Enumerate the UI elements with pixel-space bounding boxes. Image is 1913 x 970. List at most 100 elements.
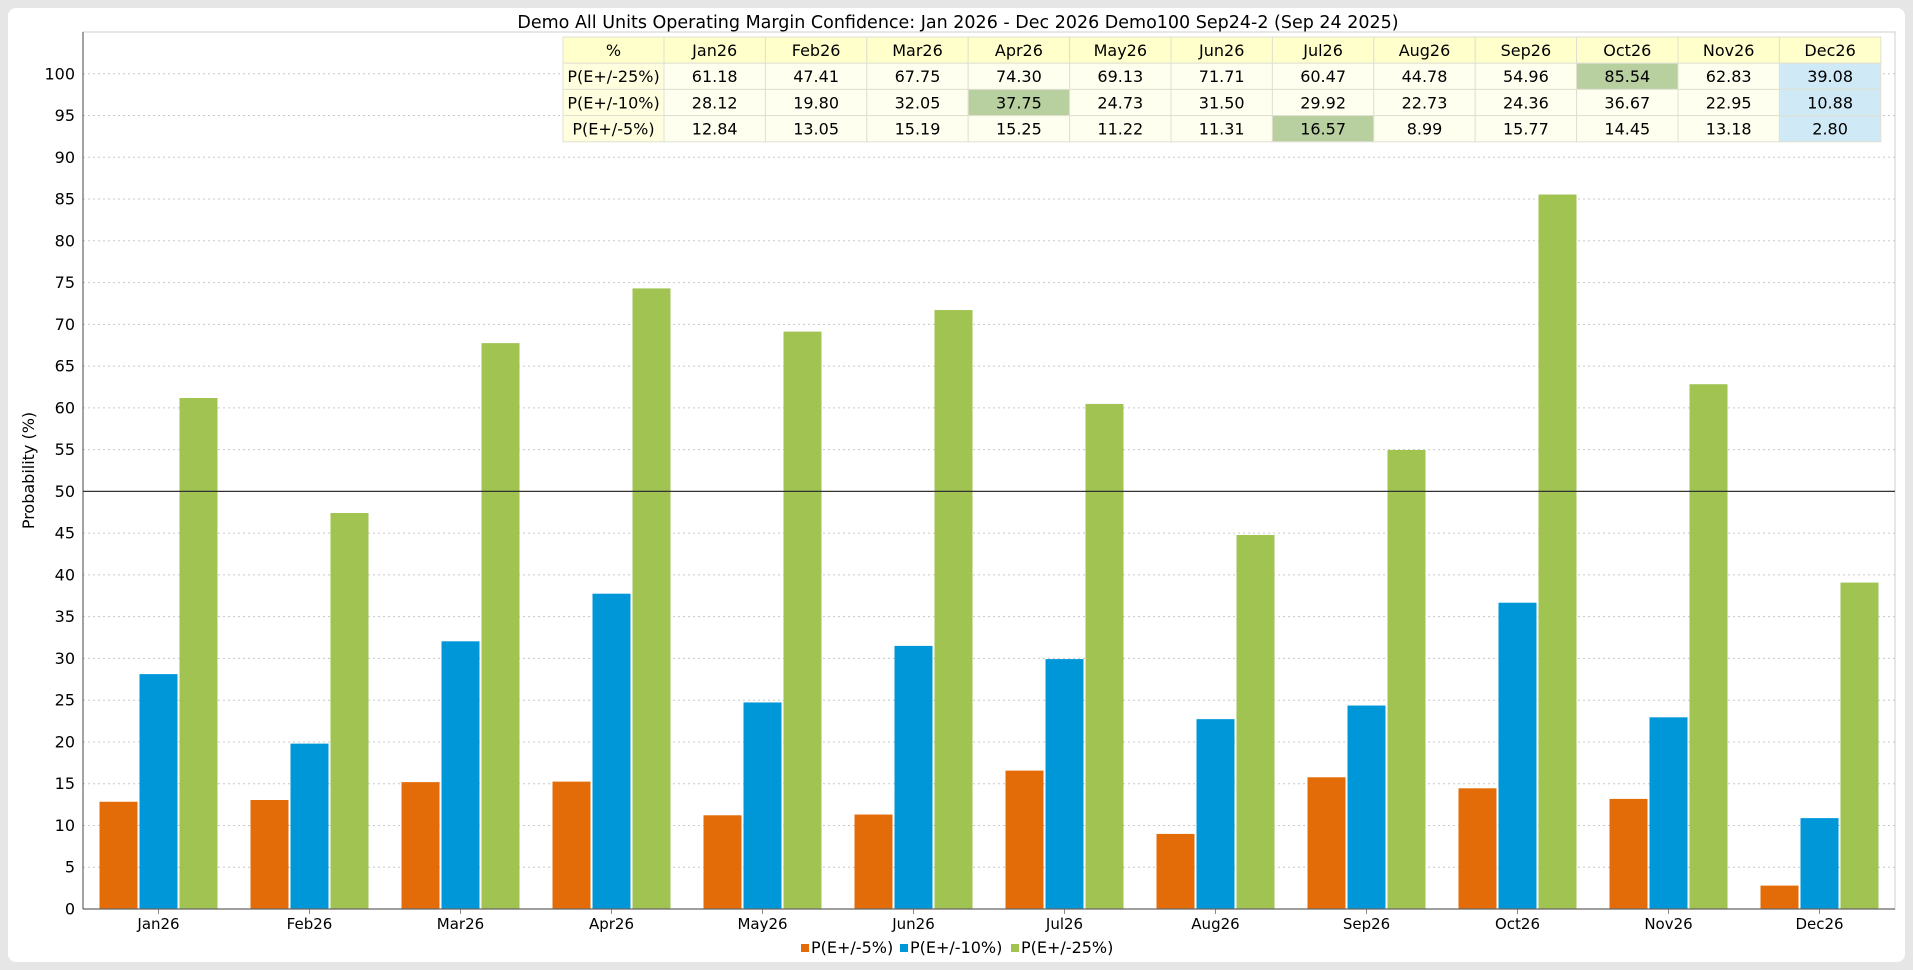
bar <box>99 801 138 909</box>
table-cell-value: 61.18 <box>692 67 738 86</box>
y-tick-label: 40 <box>55 565 75 584</box>
bar <box>1538 194 1577 909</box>
x-tick-label: Oct26 <box>1495 915 1540 933</box>
table-header-cell <box>764 36 868 64</box>
table-cell-value: 54.96 <box>1503 67 1549 86</box>
y-tick-label: 100 <box>44 64 75 83</box>
y-tick-label: 65 <box>55 357 75 376</box>
table-cell <box>764 88 868 117</box>
table-cell-value: 31.50 <box>1199 93 1245 112</box>
bar <box>1236 534 1275 909</box>
y-tick-label: 0 <box>65 900 75 919</box>
y-tick-label: 70 <box>55 315 75 334</box>
y-tick-label: 30 <box>55 649 75 668</box>
table-cell <box>663 115 766 143</box>
bar <box>592 593 631 909</box>
table-header-cell <box>1474 36 1578 64</box>
table-column-header: Jun26 <box>1198 41 1244 60</box>
table-cell-value: 44.78 <box>1402 67 1448 86</box>
table-cell <box>1373 88 1476 117</box>
table-cell-value: 22.95 <box>1706 93 1752 112</box>
table-cell-value: 22.73 <box>1402 93 1448 112</box>
table-cell <box>866 115 969 143</box>
table-cell-value: 10.88 <box>1807 93 1853 112</box>
legend-label: P(E+/-25%) <box>1021 938 1113 957</box>
table-cell <box>866 62 969 90</box>
table-cell-value: 47.41 <box>793 67 839 86</box>
bar <box>1760 885 1799 909</box>
table-cell <box>1373 115 1476 143</box>
bar <box>1609 798 1648 909</box>
table-cell-value: 39.08 <box>1807 67 1853 86</box>
table-cell-value: 36.67 <box>1604 93 1650 112</box>
table-cell <box>1778 115 1882 143</box>
table-header-cell <box>1576 36 1679 64</box>
table-cell <box>1778 88 1882 117</box>
table-cell-value: 67.75 <box>895 67 941 86</box>
bar <box>1649 717 1688 909</box>
bar <box>330 513 369 909</box>
bar <box>1196 719 1235 909</box>
bar <box>1498 602 1537 909</box>
table-corner-label: % <box>606 41 621 60</box>
y-tick-label: 25 <box>55 691 75 710</box>
table-cell <box>1170 88 1273 117</box>
table-cell <box>866 88 969 117</box>
table-cell <box>1271 88 1375 117</box>
x-tick-label: May26 <box>737 915 787 933</box>
table-cell <box>1778 62 1882 90</box>
table-cell-value: 16.57 <box>1300 120 1346 139</box>
bar <box>441 641 480 909</box>
x-tick-label: Apr26 <box>589 915 634 933</box>
legend-swatch <box>801 944 809 952</box>
bar <box>1085 403 1124 909</box>
table-cell-value: 13.18 <box>1706 120 1752 139</box>
table-cell-value: 11.31 <box>1199 120 1245 139</box>
bar <box>290 743 329 909</box>
bar <box>401 782 440 909</box>
bar <box>854 814 893 909</box>
table-cell-value: 69.13 <box>1097 67 1143 86</box>
x-tick-label: Jul26 <box>1045 915 1083 933</box>
legend-swatch <box>1011 944 1019 952</box>
table-cell-value: 29.92 <box>1300 93 1346 112</box>
bar <box>1307 777 1346 909</box>
table-cell-value: 24.73 <box>1097 93 1143 112</box>
y-tick-label: 20 <box>55 732 75 751</box>
table-cell-value: 2.80 <box>1812 120 1848 139</box>
table-cell-value: 60.47 <box>1300 67 1346 86</box>
table-column-header: Jan26 <box>691 41 737 60</box>
table-column-header: Feb26 <box>792 41 841 60</box>
plot-area <box>82 31 1896 910</box>
y-tick-label: 80 <box>55 231 75 250</box>
table-cell-value: 15.25 <box>996 120 1042 139</box>
y-tick-label: 90 <box>55 148 75 167</box>
table-cell <box>1170 62 1273 90</box>
bar <box>632 288 671 909</box>
table-cell <box>1677 62 1780 90</box>
chart-panel: Demo All Units Operating Margin Confiden… <box>8 8 1905 962</box>
y-tick-label: 15 <box>55 774 75 793</box>
y-tick-label: 50 <box>55 482 75 501</box>
y-tick-label: 60 <box>55 398 75 417</box>
table-header-cell <box>1778 36 1882 64</box>
table-cell-value: 15.77 <box>1503 120 1549 139</box>
table-cell-value: 85.54 <box>1604 67 1650 86</box>
x-tick-label: Jun26 <box>891 915 935 933</box>
x-tick-label: Dec26 <box>1795 915 1843 933</box>
table-cell-value: 14.45 <box>1604 120 1650 139</box>
bar <box>783 331 822 909</box>
bar <box>481 343 520 909</box>
table-column-header: May26 <box>1094 41 1147 60</box>
table-row-label: P(E+/-10%) <box>567 93 659 112</box>
table-cell-value: 11.22 <box>1097 120 1143 139</box>
x-tick-label: Aug26 <box>1191 915 1239 933</box>
bar <box>139 674 178 909</box>
bar <box>179 398 218 909</box>
table-cell-value: 74.30 <box>996 67 1042 86</box>
y-axis-label: Probability (%) <box>19 412 38 529</box>
bar <box>250 800 289 909</box>
table-cell <box>967 88 1071 117</box>
bar <box>1458 788 1497 909</box>
table-cell-value: 71.71 <box>1199 67 1245 86</box>
